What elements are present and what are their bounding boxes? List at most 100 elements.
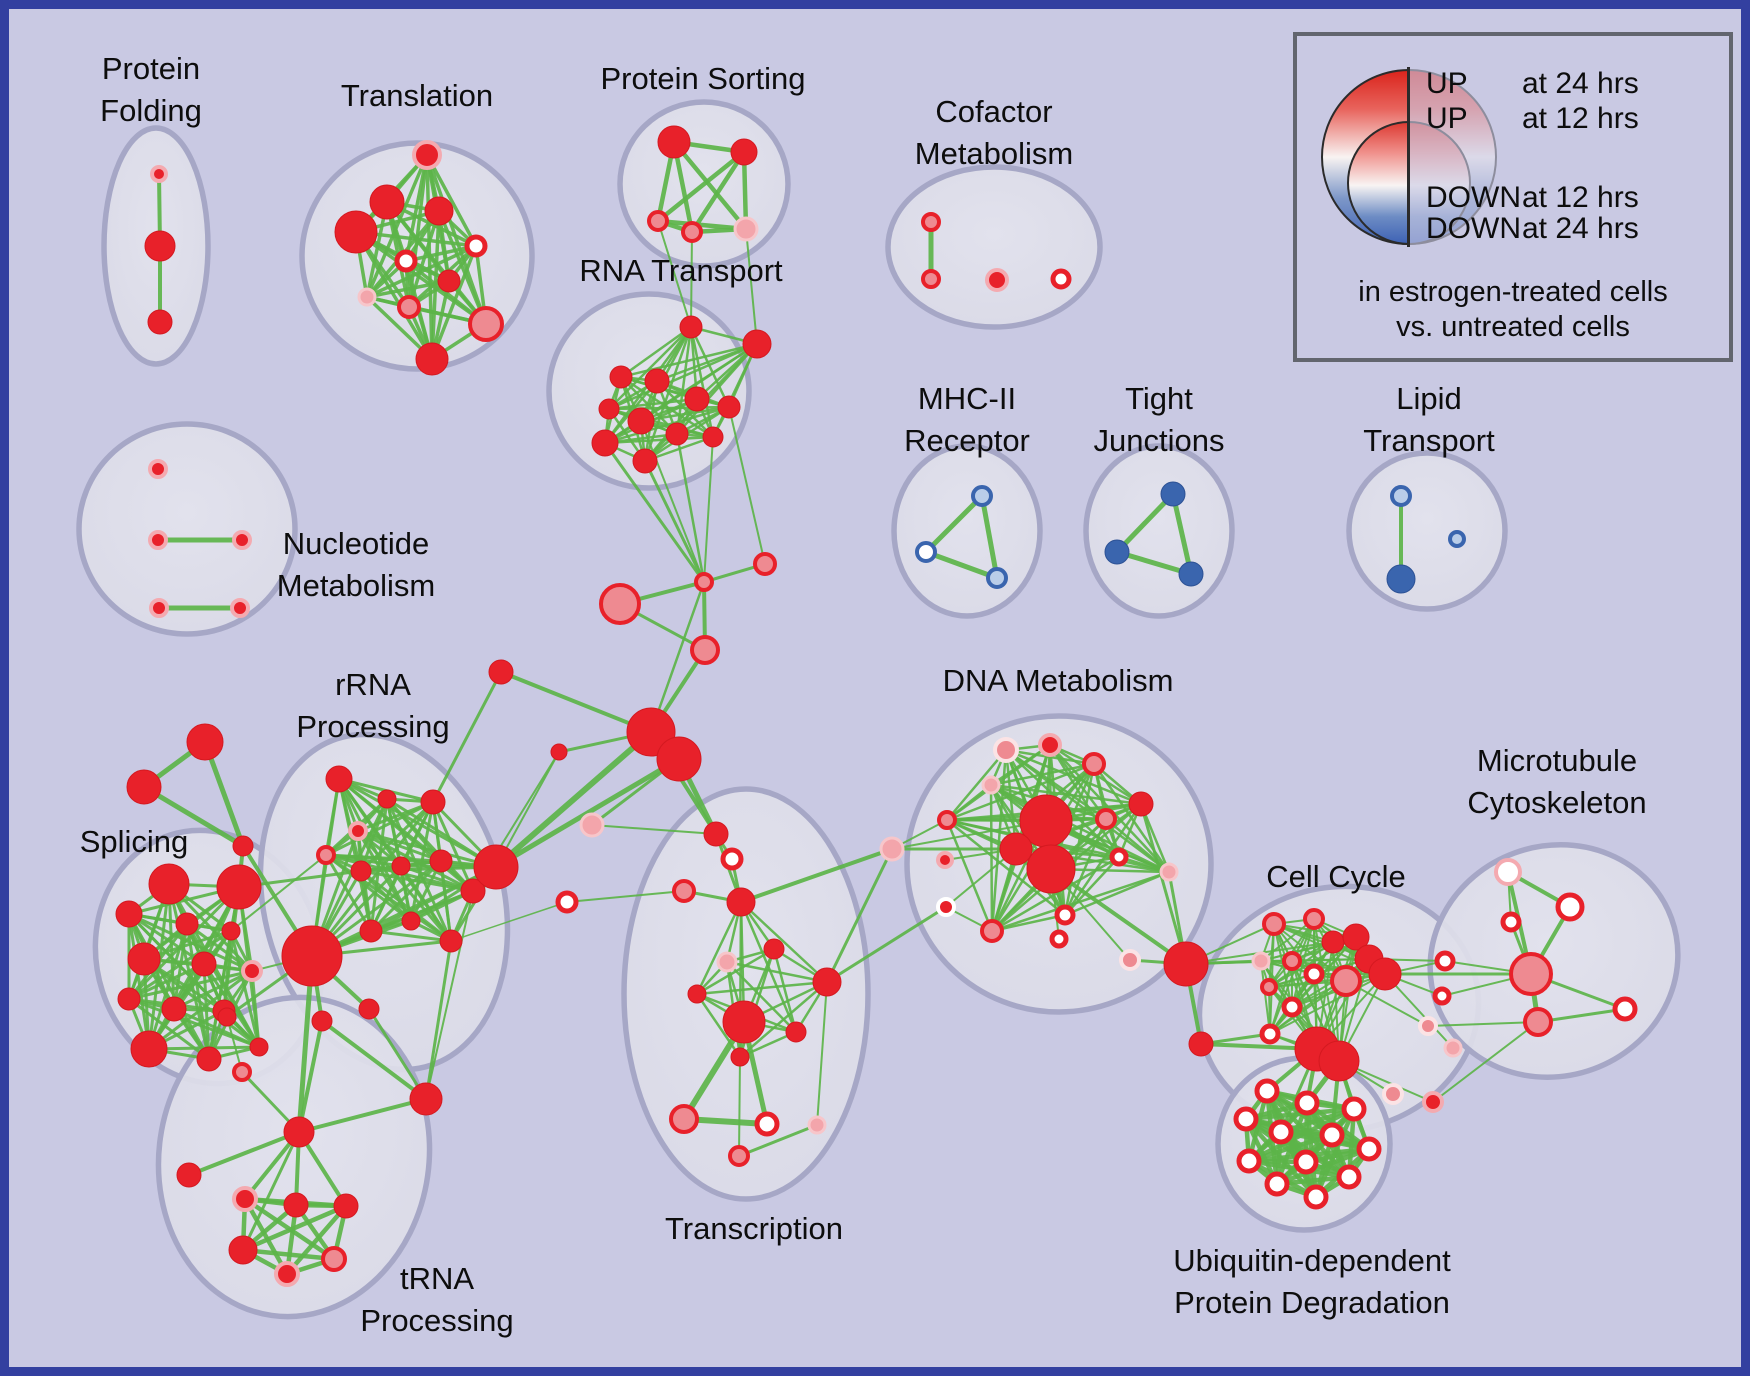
- node-rt3: [609, 365, 633, 389]
- node-tj1: [1160, 481, 1186, 507]
- node-rr3: [420, 789, 446, 815]
- node-nm3: [232, 530, 252, 550]
- edge-rr19-rr13: [424, 939, 453, 1101]
- node-ub1: [1254, 1078, 1280, 1104]
- node-rt12: [632, 448, 658, 474]
- node-dn12: [1109, 847, 1129, 867]
- node-cc2: [1303, 908, 1325, 930]
- legend-down24-time: at 24 hrs: [1522, 212, 1639, 245]
- edge-sp8-sp9: [127, 969, 254, 1001]
- edge-rr11-rr13: [369, 929, 453, 943]
- node-sp6: [127, 942, 161, 976]
- node-t11: [415, 342, 449, 376]
- nodes: [115, 125, 1638, 1287]
- node-rr14: [473, 844, 519, 890]
- node-br1: [555, 890, 579, 914]
- node-cc15: [1318, 1040, 1360, 1082]
- edge-tj1-tj2: [1114, 491, 1176, 555]
- legend-down12-time: at 12 hrs: [1522, 181, 1639, 214]
- edge-mh1-mh2: [923, 493, 985, 555]
- node-lt2: [1386, 564, 1416, 594]
- edge-rt2-rt3: [619, 342, 759, 379]
- node-ub4: [1233, 1106, 1259, 1132]
- edge-dn12-dn17: [1063, 855, 1121, 917]
- edge-sp9-sp14: [127, 997, 261, 1049]
- node-tj2: [1104, 539, 1130, 565]
- edge-sp4-sp10: [172, 922, 189, 1011]
- node-pf2: [144, 230, 176, 262]
- node-dn1: [993, 737, 1019, 763]
- edge-cc2-cc7: [1260, 918, 1315, 962]
- cluster-label-protein-sorting: Protein Sorting: [600, 61, 805, 96]
- node-rr10: [281, 925, 343, 987]
- node-sp14: [249, 1037, 269, 1057]
- node-cc3: [1321, 930, 1345, 954]
- edge-rt1-rt6: [689, 325, 731, 409]
- edge-tn5-tn6: [240, 1247, 337, 1262]
- legend-up24-time: at 24 hrs: [1522, 67, 1639, 100]
- edge-tx4-tx7: [695, 900, 743, 996]
- edge-rr7-rr9: [399, 864, 475, 893]
- cluster-mhc-ii: [891, 443, 1043, 619]
- cluster-label-microtubule: Microtubule Cytoskeleton: [1467, 743, 1646, 820]
- edge-mh2-mh3: [923, 549, 1000, 581]
- node-rr17: [232, 1062, 252, 1082]
- node-ub5: [1268, 1119, 1294, 1145]
- edge-s4-rt1: [690, 231, 693, 328]
- node-t4: [334, 210, 378, 254]
- cluster-labels: Protein Folding Translation Protein Sorting…: [80, 51, 1647, 1338]
- node-tn4: [333, 1193, 359, 1219]
- node-rr19: [409, 1082, 443, 1116]
- legend-caption-line1: in estrogen-treated cells: [1358, 276, 1668, 308]
- edge-t7-t8: [365, 279, 451, 299]
- edge-s5-rt2: [745, 228, 758, 345]
- legend-up12-time: at 12 hrs: [1522, 102, 1639, 135]
- node-t3: [424, 196, 454, 226]
- edge-sp4-sp12: [147, 922, 189, 1051]
- node-dn5: [937, 810, 957, 830]
- node-mt6: [1612, 996, 1638, 1022]
- node-rt6: [717, 395, 741, 419]
- node-tx1: [703, 821, 729, 847]
- node-t10: [468, 306, 504, 342]
- node-tr3: [232, 835, 254, 857]
- edge-rr19-rr9: [425, 890, 474, 1100]
- node-dn16: [980, 919, 1004, 943]
- edge-cc6-cc13: [1269, 973, 1386, 1035]
- node-tn3: [283, 1192, 309, 1218]
- edge-rr6-rr13: [359, 869, 453, 943]
- node-cc20: [1443, 1038, 1463, 1058]
- node-j4: [690, 635, 720, 665]
- node-ub6: [1319, 1122, 1345, 1148]
- node-cc19: [1418, 1016, 1438, 1036]
- edge-tj1-tj3: [1170, 491, 1194, 577]
- legend-up24-label: UP: [1426, 67, 1468, 100]
- node-mt3: [1500, 911, 1522, 933]
- legend-caption-line2: vs. untreated cells: [1396, 311, 1630, 343]
- node-tx4: [726, 887, 756, 917]
- node-sp4: [175, 912, 199, 936]
- node-hub2: [656, 736, 702, 782]
- node-cf3: [985, 268, 1009, 292]
- edge-rr11-rr14: [369, 865, 498, 933]
- edge-rt6-rt7: [607, 405, 731, 411]
- cluster-nucleotide: [76, 421, 298, 637]
- node-ub8: [1236, 1148, 1262, 1174]
- node-rt4: [644, 368, 670, 394]
- node-cn1: [550, 743, 568, 761]
- edge-rr18-rr19: [367, 1007, 428, 1101]
- edge-rr3-rr5: [324, 800, 435, 857]
- node-dn14: [936, 851, 954, 869]
- node-rr20: [283, 1116, 315, 1148]
- node-sp7: [191, 951, 217, 977]
- edge-rt9-j1: [675, 432, 706, 584]
- edge-hub1-cn2: [499, 670, 653, 734]
- edge-rr20-tn5: [241, 1130, 301, 1252]
- edge-tx10-tx11: [738, 980, 829, 1059]
- node-rt5: [684, 386, 710, 412]
- node-nm2: [148, 530, 168, 550]
- node-tx8: [722, 1000, 766, 1044]
- node-rr2: [377, 789, 397, 809]
- cluster-trna: [155, 994, 433, 1320]
